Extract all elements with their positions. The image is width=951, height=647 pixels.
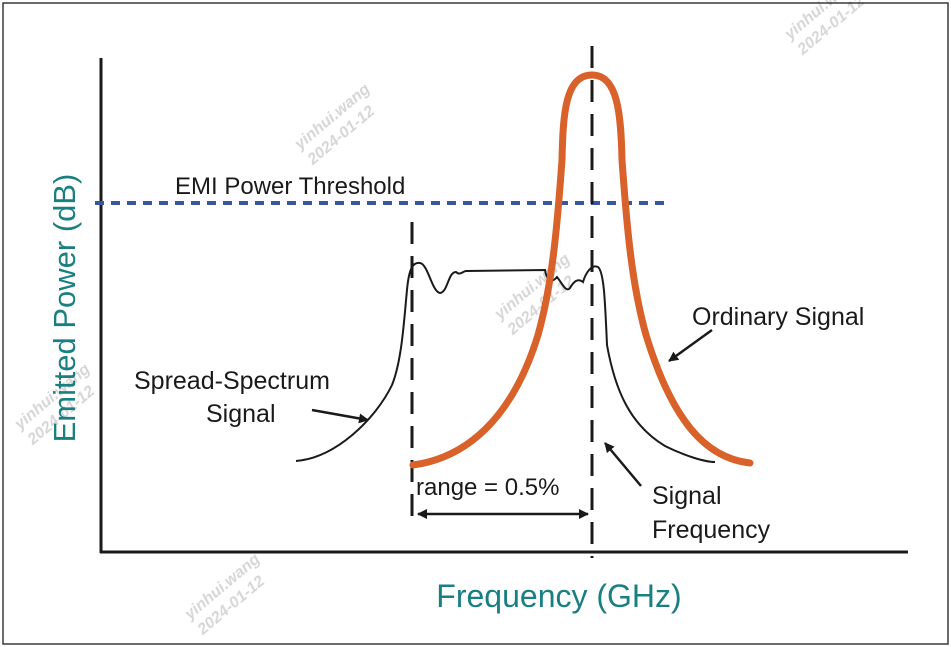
spread-spectrum-label-line1: Spread-Spectrum (134, 367, 330, 395)
range-label: range = 0.5% (416, 474, 559, 501)
ordinary-signal-label: Ordinary Signal (692, 303, 864, 331)
ordinary-signal-arrow (668, 328, 713, 363)
signal-frequency-label-line1: Signal (652, 482, 722, 510)
x-axis-title: Frequency (GHz) (436, 578, 681, 614)
ordinary-signal-curve (409, 71, 754, 469)
spread-spectrum-arrow (311, 408, 369, 424)
signal-frequency-arrow (604, 442, 642, 487)
y-axis-title: Emitted Power (dB) (47, 174, 82, 443)
emi-threshold-label: EMI Power Threshold (175, 173, 405, 200)
spread-spectrum-label-line2: Signal (206, 400, 276, 428)
signal-frequency-label-line2: Frequency (652, 516, 771, 544)
